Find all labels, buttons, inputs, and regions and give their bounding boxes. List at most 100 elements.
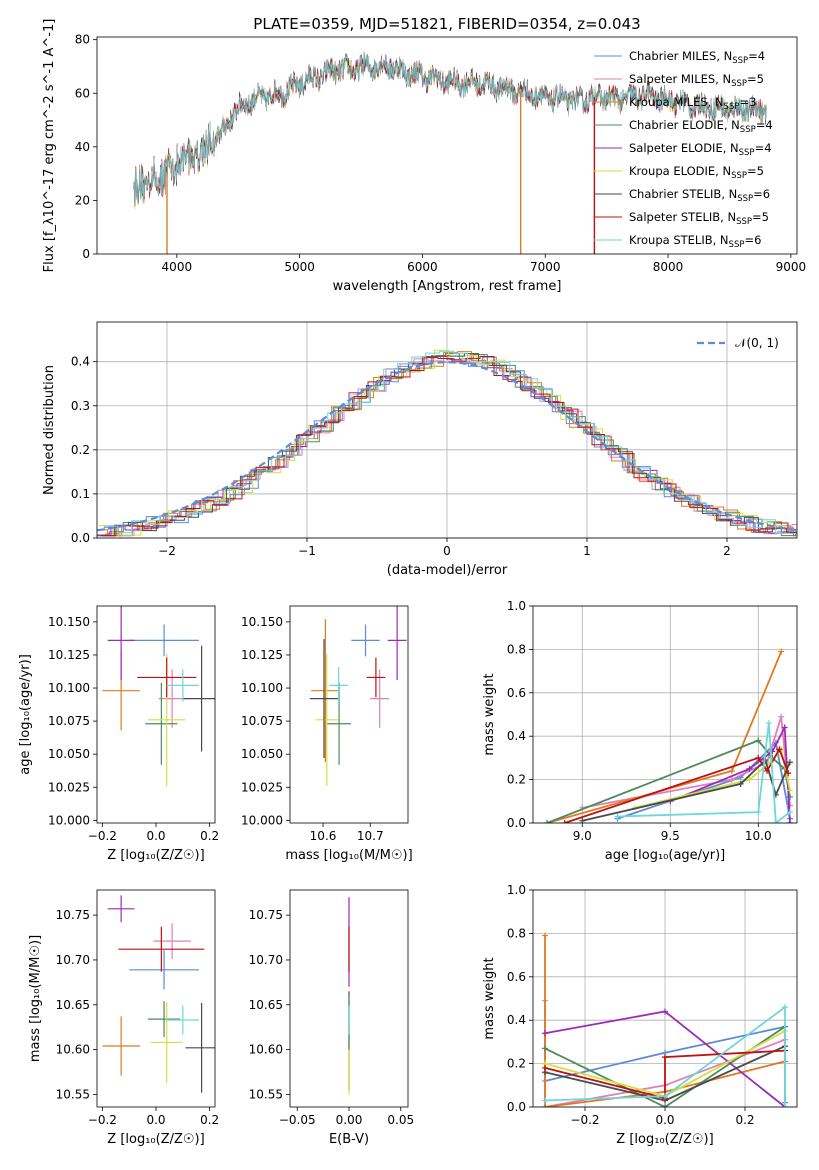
weight-marker <box>542 932 548 939</box>
legend-value: =4 <box>755 141 772 155</box>
x-tick-label: 10.0 <box>745 829 772 843</box>
legend-entry: Chabrier MILES, NSSP=4 <box>629 49 765 66</box>
plot-area <box>133 51 767 254</box>
y-tick-label: 10.075 <box>48 714 90 728</box>
weight-marker <box>662 1093 668 1100</box>
figure-title: PLATE=0359, MJD=51821, FIBERID=0354, z=0… <box>253 15 640 33</box>
y-tick-label: 10.050 <box>48 747 90 761</box>
histogram-legend: 𝒩(0, 1) <box>697 336 779 350</box>
y-tick-label: 10.75 <box>56 908 90 922</box>
errorbar-point <box>329 666 349 704</box>
axes-frame <box>96 605 216 824</box>
x-tick-label: 9.0 <box>573 829 592 843</box>
x-tick-label: 0.05 <box>387 1113 414 1127</box>
y-tick-label: 0.3 <box>71 399 90 413</box>
axes-frame <box>532 605 798 824</box>
x-tick-label: 0.0 <box>146 829 165 843</box>
weight-marker <box>764 767 771 774</box>
legend-label: Kroupa STELIB, N <box>629 233 729 247</box>
x-tick-label: 0 <box>443 544 451 558</box>
x-tick-label: 0.2 <box>200 1113 219 1127</box>
x-tick-label: 0.2 <box>735 1113 754 1127</box>
weight-marker <box>542 1045 548 1052</box>
x-tick-label: 10.7 <box>357 829 384 843</box>
legend-subscript: SSP <box>731 171 747 181</box>
legend-value: =6 <box>753 187 770 201</box>
histogram-chabrier-stelib <box>100 353 797 537</box>
weight-line <box>546 739 791 823</box>
plot-area <box>309 606 407 786</box>
y-tick-label: 0.2 <box>507 1057 526 1071</box>
weight-marker <box>785 770 792 777</box>
legend-subscript: SSP <box>740 125 756 135</box>
weight-marker <box>662 1104 668 1107</box>
y-tick-label: 0.4 <box>507 1013 526 1027</box>
x-tick-label: −0.2 <box>570 1113 599 1127</box>
y-tick-label: 10.65 <box>56 998 90 1012</box>
weight-marker <box>614 813 621 820</box>
x-axis-label: wavelength [Angstrom, rest frame] <box>333 279 562 294</box>
y-tick-label: 0.4 <box>71 355 90 369</box>
legend-label: Salpeter ELODIE, N <box>629 141 739 155</box>
weight-marker <box>542 1064 548 1071</box>
axes-frame <box>96 36 798 255</box>
y-tick-label: 10.75 <box>249 908 283 922</box>
panels: 4000 5000 6000 7000 8000 9000020406080wavelen… <box>18 19 806 1147</box>
weight-marker <box>662 1054 668 1061</box>
errorbar-point <box>387 606 407 681</box>
legend-entry: Chabrier ELODIE, NSSP=4 <box>629 118 773 135</box>
x-tick-label: 10.6 <box>310 829 337 843</box>
weight-line <box>544 935 786 1107</box>
errorbar-point <box>158 669 186 728</box>
weight-marker <box>755 809 762 816</box>
weight-marker <box>544 820 551 823</box>
legend-label: Kroupa MILES, N <box>629 95 724 109</box>
x-axis-label: age [log₁₀(age/yr)] <box>605 848 726 863</box>
x-tick-label: 2 <box>723 544 731 558</box>
y-tick-label: 10.150 <box>241 615 283 629</box>
y-tick-label: 10.150 <box>48 615 90 629</box>
y-tick-label: 60 <box>75 86 90 100</box>
errorbar-point <box>102 1016 140 1076</box>
weight-marker <box>755 754 762 761</box>
errorbar-point <box>311 619 340 763</box>
errorbar-point <box>182 645 215 752</box>
y-tick-label: 10.050 <box>241 747 283 761</box>
plot-area <box>102 606 215 786</box>
y-tick-label: 10.55 <box>249 1087 283 1101</box>
y-tick-label: 10.70 <box>56 953 90 967</box>
weight-marker <box>728 767 735 774</box>
weight-marker <box>772 820 779 823</box>
errorbar-point <box>366 657 386 698</box>
legend-subscript: SSP <box>732 56 748 66</box>
y-tick-label: 20 <box>75 193 90 207</box>
x-axis-label: E(B-V) <box>329 1132 369 1147</box>
errorbar-point <box>166 669 199 702</box>
plot-area <box>97 349 797 537</box>
y-tick-label: 10.55 <box>56 1087 90 1101</box>
y-tick-label: 10.025 <box>241 780 283 794</box>
x-axis-label: (data-model)/error <box>387 563 508 578</box>
y-tick-label: 40 <box>75 140 90 154</box>
legend-entry: Salpeter MILES, NSSP=5 <box>629 72 764 89</box>
weight-line <box>544 1005 786 1107</box>
y-axis-label: mass [log₁₀(M/M☉)] <box>28 935 43 1062</box>
panel-weight_vs_Z: −0.2 0.0 0.2 0.0 0.2 0.4 0.6 0.8 1.0 Z [log₁₀(Z/Z… <box>482 883 798 1147</box>
legend-subscript: SSP <box>729 240 745 250</box>
weight-marker <box>542 1030 548 1037</box>
x-tick-label: 0.0 <box>655 1113 674 1127</box>
histogram-kroupa-elodie <box>98 349 797 536</box>
panel-spectrum: 4000 5000 6000 7000 8000 9000 0 20 40 60 80 wavelen… <box>42 19 806 294</box>
weight-marker <box>561 820 568 823</box>
x-tick-label: 0.00 <box>336 1113 363 1127</box>
errorbar-point <box>370 669 390 728</box>
legend-subscript: SSP <box>724 102 740 112</box>
weight-marker <box>778 713 785 720</box>
legend-label: Chabrier STELIB, N <box>629 187 737 201</box>
weight-marker <box>737 780 744 787</box>
weight-marker <box>765 720 772 727</box>
weight-marker <box>755 737 762 744</box>
y-tick-label: 0.2 <box>507 773 526 787</box>
panel-residuals: −2 −1 0 1 2 0.0 0.1 0.2 0.3 0.4 (data-model)/error… <box>42 321 798 578</box>
